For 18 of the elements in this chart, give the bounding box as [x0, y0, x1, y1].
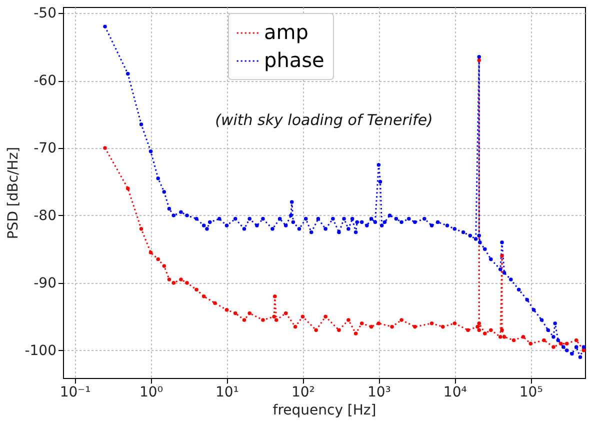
x-tick-label: 10¹ — [215, 384, 239, 400]
x-tick-label: 10³ — [367, 384, 391, 400]
annotation: (with sky loading of Tenerife) — [215, 111, 433, 130]
y-tick-label: -60 — [34, 73, 56, 90]
x-tick-label: 10² — [291, 384, 315, 400]
y-tick-label: -70 — [34, 140, 56, 156]
x-tick-label: 10⁻¹ — [60, 384, 91, 400]
y-tick-label: -90 — [34, 275, 56, 292]
x-axis-title: frequency [Hz] — [272, 402, 376, 418]
x-tick-label: 10⁵ — [519, 384, 543, 400]
x-tick-label: 10⁴ — [443, 384, 468, 400]
y-tick-label: -100 — [24, 342, 56, 359]
x-tick-label: 10⁰ — [140, 384, 164, 400]
y-tick-label: -50 — [34, 6, 56, 22]
legend-label: phase — [264, 48, 324, 72]
legend-label: amp — [264, 20, 308, 44]
y-tick-label: -80 — [34, 208, 56, 224]
y-axis-title: PSD [dBc/Hz] — [6, 146, 22, 240]
